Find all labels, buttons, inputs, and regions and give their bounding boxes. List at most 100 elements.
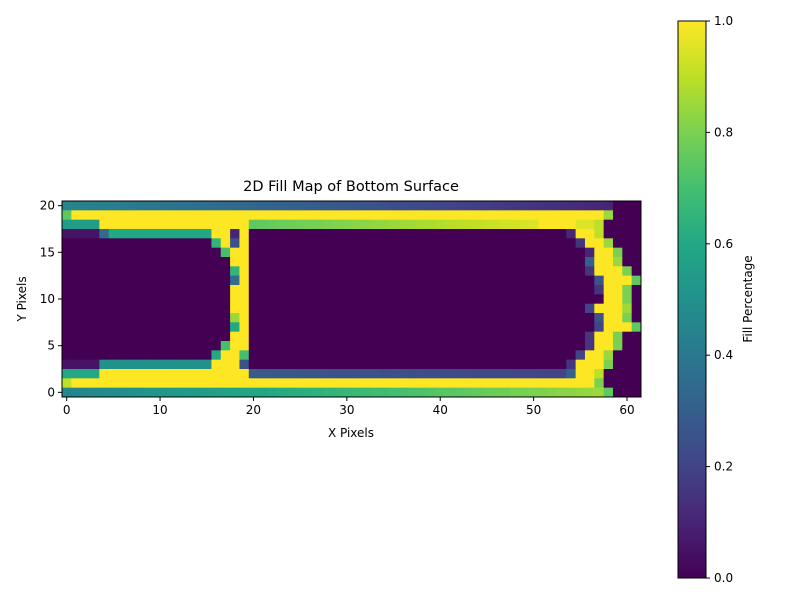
heatmap-cell [444,369,455,379]
heatmap-cell [174,341,184,351]
heatmap-cell [510,229,520,239]
heatmap-cell [370,210,380,221]
heatmap-cell [155,303,166,314]
heatmap-cell [332,238,343,249]
heatmap-cell [612,359,623,370]
heatmap-cell [575,387,586,398]
heatmap-cell [258,210,268,221]
heatmap-cell [99,229,110,239]
heatmap-cell [472,294,483,305]
heatmap-cell [631,219,642,230]
heatmap-cell [622,266,633,277]
heatmap-cell [71,331,82,342]
heatmap-cell [603,294,614,305]
heatmap-cell [491,238,502,249]
heatmap-cell [528,331,539,342]
heatmap-cell [566,247,577,258]
heatmap-cell [118,294,128,305]
heatmap-cell [136,313,147,323]
heatmap-cell [388,341,399,351]
heatmap-cell [603,322,614,333]
heatmap-cell [556,247,567,258]
heatmap-cell [360,341,371,351]
heatmap-cell [62,350,72,361]
heatmap-cell [202,247,212,258]
heatmap-cell [398,359,408,370]
heatmap-cell [472,359,483,370]
heatmap-cell [556,238,567,249]
heatmap-cell [351,275,362,286]
heatmap-cell [164,369,175,379]
heatmap-cell [286,294,296,305]
heatmap-cell [258,303,268,314]
heatmap-cell [538,201,549,211]
heatmap-cell [118,387,128,398]
heatmap-cell [211,210,222,221]
heatmap-cell [351,285,362,295]
heatmap-cell [491,350,502,361]
heatmap-cell [631,247,642,258]
heatmap-cell [155,313,166,323]
heatmap-cell [258,229,268,239]
heatmap-cell [482,387,492,398]
heatmap-cell [379,341,390,351]
heatmap-cell [192,275,203,286]
heatmap-cell [538,285,549,295]
heatmap-cell [528,229,539,239]
heatmap-cell [127,285,138,295]
heatmap-cell [202,331,212,342]
heatmap-cell [482,275,492,286]
heatmap-cell [267,219,278,230]
heatmap-cell [370,294,380,305]
heatmap-cell [528,294,539,305]
heatmap-cell [491,322,502,333]
heatmap-cell [444,238,455,249]
heatmap-cell [183,285,194,295]
heatmap-cell [566,331,577,342]
heatmap-cell [239,275,250,286]
heatmap-cell [538,294,549,305]
heatmap-cell [500,378,511,389]
heatmap-cell [454,331,464,342]
heatmap-cell [174,201,184,211]
heatmap-cell [454,294,464,305]
heatmap-cell [220,275,231,286]
heatmap-cell [99,359,110,370]
heatmap-cell [71,275,82,286]
heatmap-cell [62,341,72,351]
heatmap-cell [575,294,586,305]
heatmap-cell [108,378,119,389]
heatmap-cell [164,294,175,305]
heatmap-cell [622,229,633,239]
heatmap-cell [239,257,250,267]
heatmap-cell [379,303,390,314]
heatmap-cell [407,322,418,333]
heatmap-cell [192,313,203,323]
heatmap-cell [379,201,390,211]
heatmap-cell [547,359,558,370]
heatmap-cell [360,359,371,370]
heatmap-cell [547,257,558,267]
heatmap-cell [575,341,586,351]
heatmap-cell [164,238,175,249]
heatmap-cell [612,201,623,211]
heatmap-cell [622,294,633,305]
heatmap-cell [146,285,156,295]
heatmap-cell [370,359,380,370]
heatmap-cell [463,378,474,389]
heatmap-cell [71,201,82,211]
x-tick-label: 60 [619,403,634,417]
heatmap-cell [323,378,334,389]
heatmap-cell [528,369,539,379]
heatmap-cell [603,331,614,342]
heatmap-cell [407,313,418,323]
heatmap-cell [174,229,184,239]
heatmap-cell [370,238,380,249]
heatmap-cell [267,387,278,398]
heatmap-cell [80,201,91,211]
heatmap-cell [202,387,212,398]
heatmap-cell [575,257,586,267]
heatmap-cell [482,369,492,379]
heatmap-cell [351,369,362,379]
heatmap-cell [146,331,156,342]
